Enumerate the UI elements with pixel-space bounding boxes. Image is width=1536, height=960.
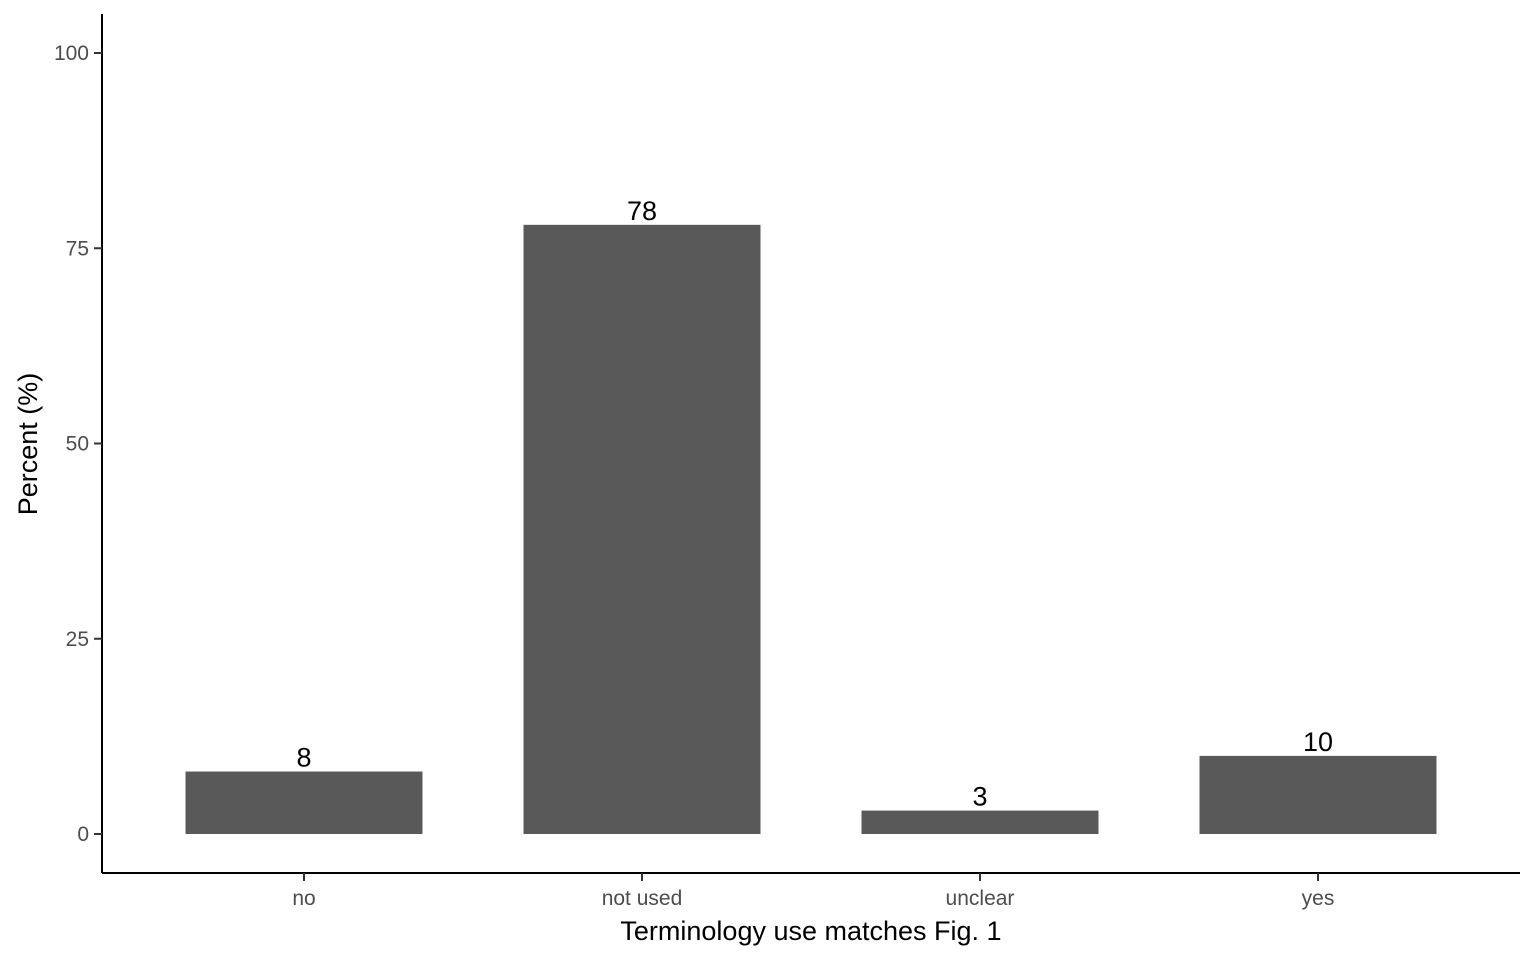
y-tick-label-100: 100 — [54, 42, 89, 65]
bar-yes — [1199, 755, 1437, 834]
y-tick-label-0: 0 — [77, 823, 89, 846]
data-label-yes: 10 — [1303, 727, 1333, 757]
x-tick-label-yes: yes — [1302, 887, 1335, 910]
bar-group — [185, 224, 1437, 834]
y-tick-group: 0 25 50 75 100 — [54, 42, 102, 846]
x-tick-label-not-used: not used — [602, 887, 683, 910]
data-label-no: 8 — [296, 743, 311, 773]
x-axis-title: Terminology use matches Fig. 1 — [620, 916, 1001, 946]
bar-unclear — [861, 810, 1099, 834]
y-axis-title: Percent (%) — [13, 373, 43, 516]
x-tick-label-unclear: unclear — [946, 887, 1015, 910]
bar-no — [185, 771, 423, 834]
x-tick-label-no: no — [292, 887, 315, 910]
data-label-not-used: 78 — [627, 196, 657, 226]
y-tick-label-75: 75 — [66, 237, 89, 260]
bar-not-used — [523, 224, 761, 834]
x-tick-group: no not used unclear yes — [292, 873, 1334, 910]
data-label-unclear: 3 — [972, 782, 987, 812]
y-tick-label-25: 25 — [66, 628, 89, 651]
y-tick-label-50: 50 — [66, 433, 89, 456]
data-label-group: 8 78 3 10 — [296, 196, 1333, 812]
